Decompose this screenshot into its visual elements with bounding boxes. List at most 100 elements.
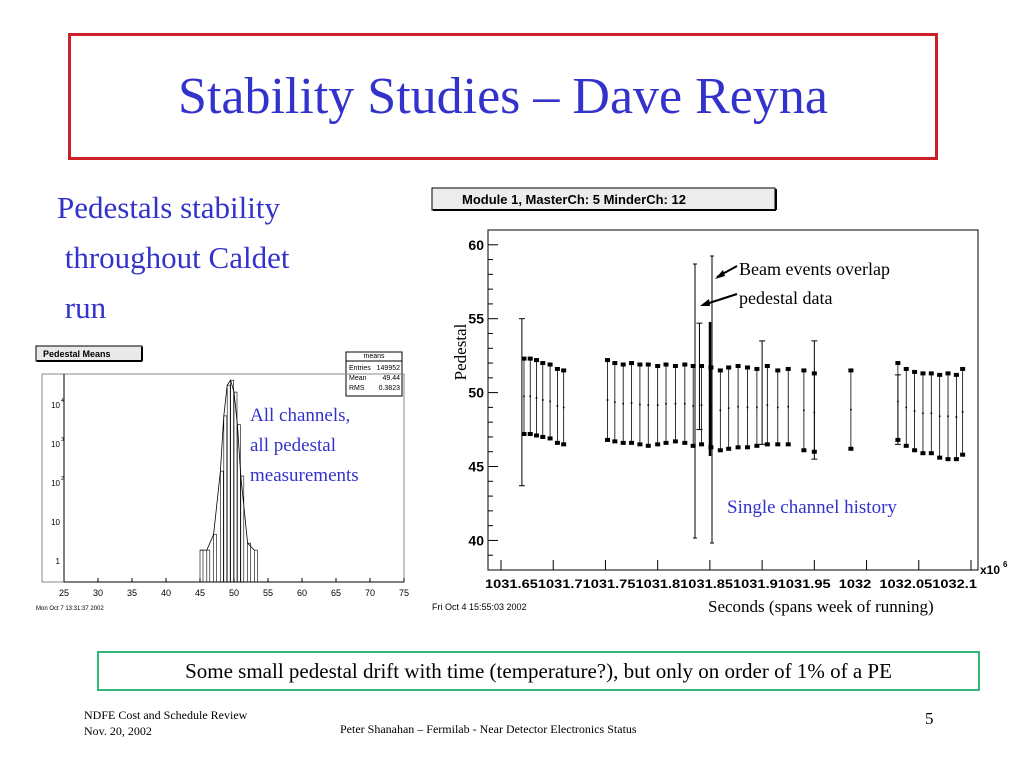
data-point-mean	[787, 405, 790, 408]
x-tick-label: 40	[161, 588, 171, 598]
data-point-mean	[850, 408, 852, 411]
right-plot-frame	[487, 229, 979, 571]
data-point-mean	[930, 412, 933, 415]
data-point-mean	[630, 402, 633, 404]
data-point-low	[561, 442, 567, 447]
data-point-mean	[647, 404, 650, 406]
x-multiplier: x10	[980, 563, 1000, 577]
right-plot-title: Module 1, MasterCh: 5 MinderCh: 12	[462, 192, 686, 207]
histogram-bar	[199, 549, 204, 583]
left-y-ticks: 10 4 10 3 10 2 10 1	[51, 398, 64, 566]
histogram-bar	[233, 391, 238, 583]
data-point-low	[521, 432, 527, 436]
data-point-low	[629, 440, 635, 445]
data-point-high	[561, 368, 567, 373]
data-point-mean	[622, 402, 624, 405]
x-tick-label: 35	[127, 588, 137, 598]
data-point-mean	[905, 406, 908, 409]
data-point-high	[937, 372, 943, 377]
data-point-low	[785, 442, 791, 447]
data-point-high	[754, 366, 760, 371]
single-channel-annotation: Single channel history	[727, 497, 897, 518]
data-point-low	[735, 445, 741, 450]
data-point-mean	[639, 403, 641, 406]
data-point-low	[620, 440, 626, 445]
footer-left-line: Nov. 20, 2002	[84, 724, 152, 738]
data-point-mean	[737, 405, 739, 408]
data-point-mean	[776, 406, 779, 409]
stats-value: 149952	[377, 365, 400, 372]
histogram-bar	[213, 534, 217, 583]
beam-annotation: Beam events overlap pedestal data	[739, 255, 890, 313]
data-point-low	[612, 439, 618, 444]
data-point-high	[540, 361, 546, 366]
x-tick-labels: 1031.651031.71031.751031.81031.851031.91…	[485, 577, 977, 591]
annotation-line: measurements	[250, 465, 359, 486]
data-point-mean	[961, 411, 964, 413]
data-point-low	[945, 457, 951, 462]
data-point-high	[726, 365, 732, 370]
y-tick-exp: 2	[61, 476, 64, 482]
data-point-mean	[523, 395, 525, 398]
summary-text: Some small pedestal drift with time (tem…	[185, 658, 892, 683]
data-point-mean	[700, 404, 703, 406]
data-point-low	[547, 436, 553, 441]
x-tick-label: 25	[59, 588, 69, 598]
data-point-mean	[756, 406, 758, 409]
data-point-mean	[606, 399, 609, 401]
data-point-mean	[529, 395, 532, 398]
data-point-low	[655, 442, 661, 447]
data-point-low	[690, 443, 696, 448]
histogram-bar	[230, 379, 234, 583]
slide-title: Stability Studies – Dave Reyna	[178, 68, 828, 125]
left-annotation: All channels, all pedestal measurements	[250, 401, 359, 491]
data-point-mean	[674, 402, 677, 405]
data-point-high	[744, 365, 750, 370]
data-point-low	[554, 440, 560, 445]
y-tick-label: 10	[51, 401, 60, 410]
histogram-outline	[200, 379, 255, 551]
data-point-low	[960, 452, 966, 457]
stats-title: means	[363, 353, 385, 360]
subtitle-line: Pedestals stability	[57, 190, 281, 225]
y-tick-label: 10	[51, 440, 60, 449]
data-point-high	[785, 366, 791, 371]
data-point-high	[735, 364, 741, 368]
data-point-high	[895, 361, 901, 366]
data-point-high	[717, 368, 723, 373]
right-y-ticks: 60 55 50 45 40	[468, 237, 498, 556]
data-point-low	[848, 446, 854, 451]
stats-label: RMS	[349, 385, 365, 392]
y-tick-exp: 4	[61, 398, 64, 404]
data-point-high	[690, 364, 696, 368]
data-point-high	[764, 364, 770, 368]
data-point-low	[672, 439, 678, 444]
data-point-high	[920, 371, 926, 376]
data-point-high	[775, 368, 781, 373]
data-point-high	[928, 371, 934, 376]
data-point-mean	[656, 404, 659, 406]
y-tick-label: 60	[468, 237, 484, 253]
stats-value: 49.44	[382, 375, 400, 382]
pedestal-data-points	[518, 318, 966, 487]
data-point-low	[953, 457, 959, 462]
data-point-mean	[556, 405, 559, 407]
data-point-high	[663, 362, 669, 367]
annotation-line: All channels,	[250, 405, 351, 426]
stats-label: Entries	[349, 365, 371, 372]
data-point-high	[682, 362, 688, 367]
data-point-low	[699, 442, 705, 447]
data-point-mean	[549, 400, 551, 403]
data-point-mean	[535, 396, 538, 399]
data-point-mean	[922, 412, 924, 415]
data-point-high	[629, 361, 635, 366]
page-number: 5	[925, 709, 934, 728]
data-point-mean	[947, 415, 949, 418]
y-tick-label: 10	[51, 479, 60, 488]
subtitle: Pedestals stability throughout Caldet ru…	[57, 183, 387, 333]
data-point-low	[764, 442, 770, 447]
data-point-high	[527, 356, 533, 361]
data-point-low	[928, 451, 934, 456]
data-point-low	[527, 432, 533, 436]
data-point-high	[534, 358, 540, 363]
